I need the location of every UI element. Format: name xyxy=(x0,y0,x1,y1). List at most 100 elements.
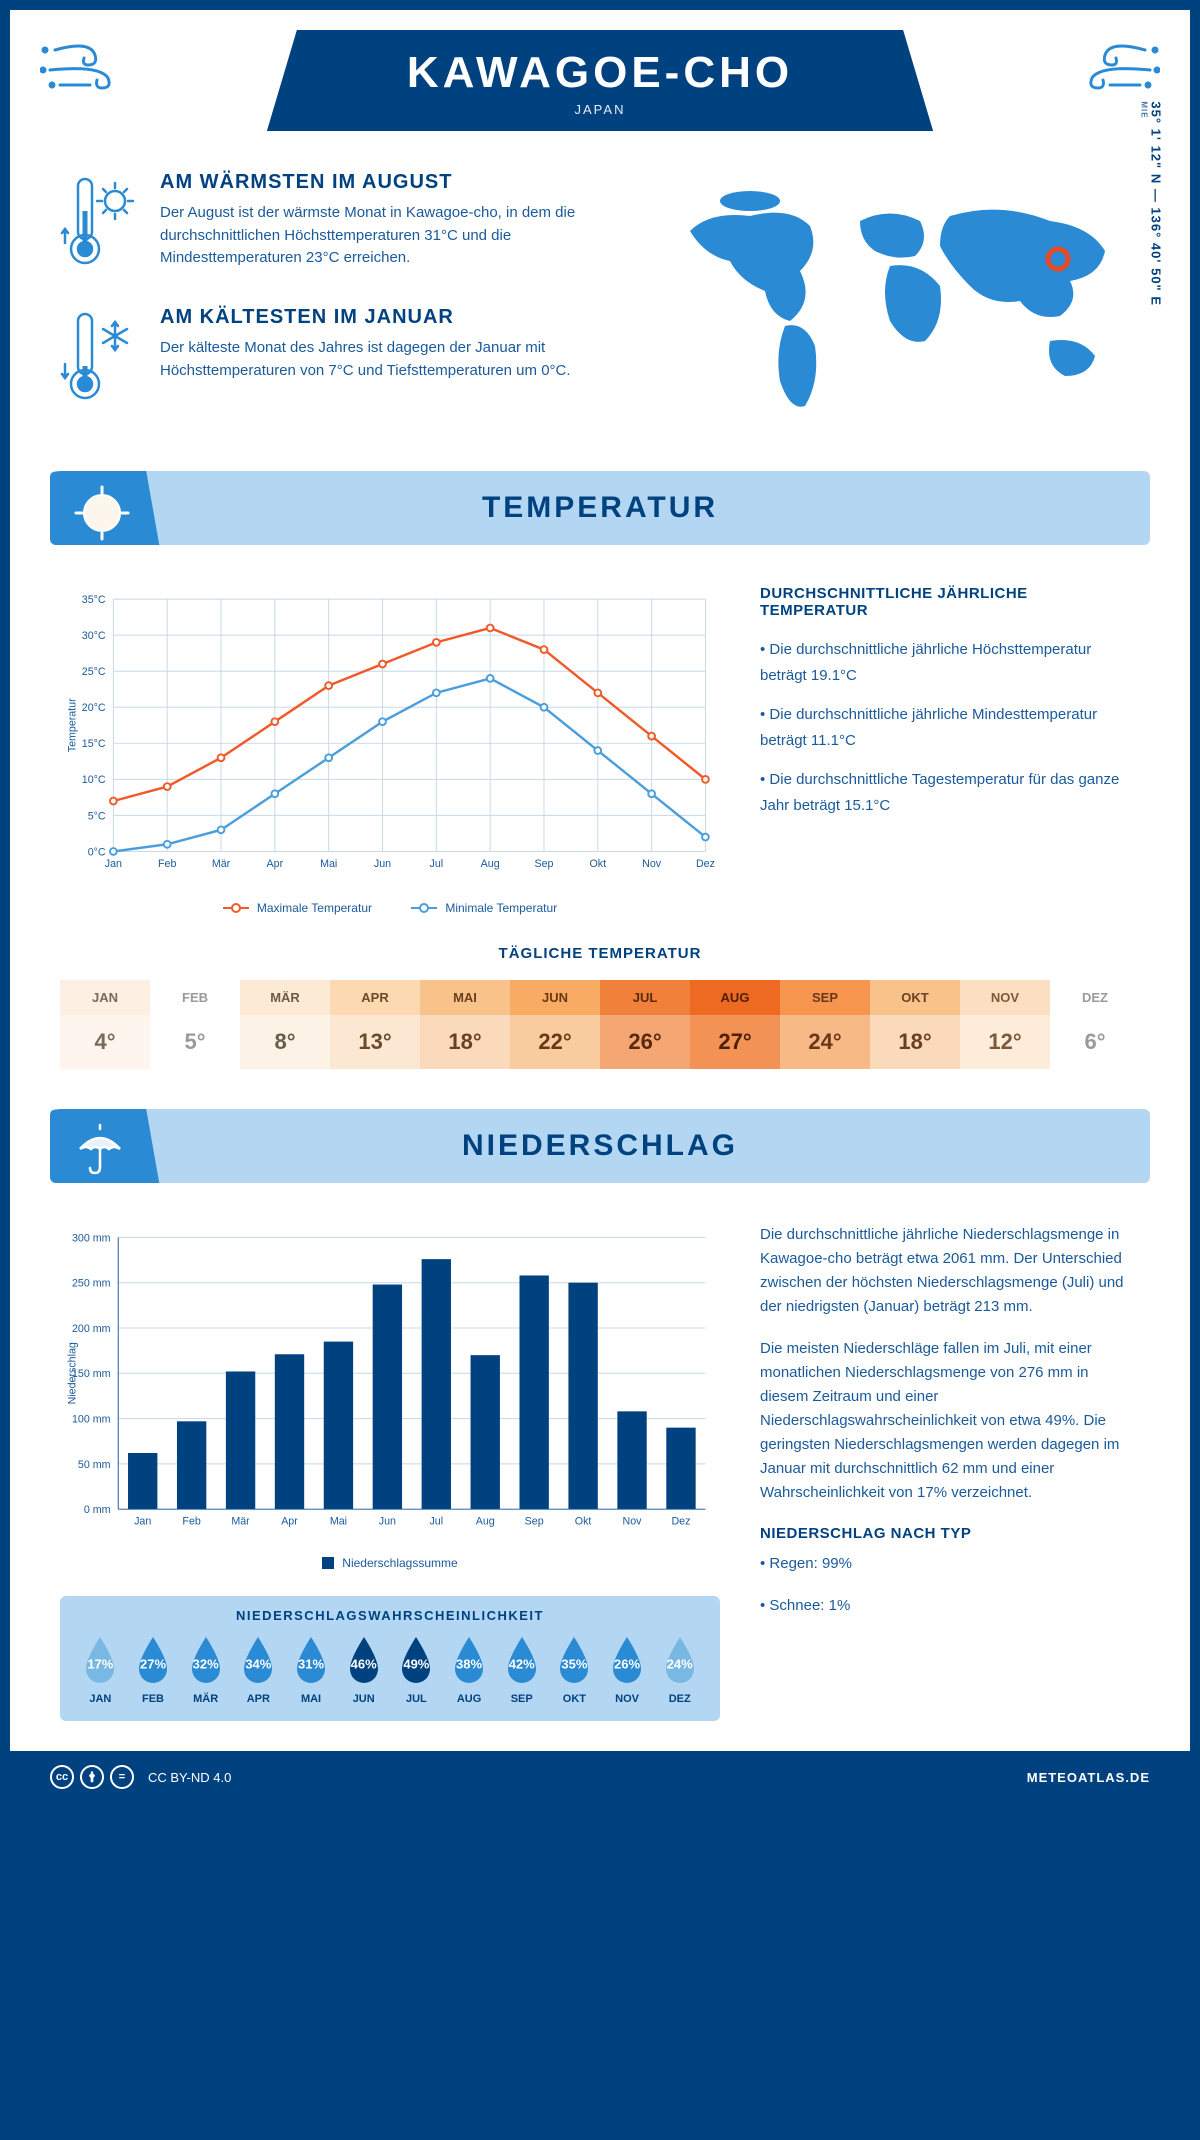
umbrella-icon xyxy=(72,1121,128,1182)
svg-text:Jul: Jul xyxy=(429,1516,443,1528)
prob-cell: 26% NOV xyxy=(603,1635,652,1705)
table-cell: 18° xyxy=(870,1015,960,1069)
prob-cell: 38% AUG xyxy=(445,1635,494,1705)
temp-bullet: • Die durchschnittliche jährliche Höchst… xyxy=(760,637,1140,688)
temp-bullet: • Die durchschnittliche Tagestemperatur … xyxy=(760,767,1140,818)
svg-text:5°C: 5°C xyxy=(88,810,106,822)
prob-cell: 27% FEB xyxy=(129,1635,178,1705)
svg-text:Sep: Sep xyxy=(525,1516,544,1528)
svg-text:Mär: Mär xyxy=(212,858,231,870)
precip-type-title: NIEDERSCHLAG NACH TYP xyxy=(760,1525,1140,1542)
prob-cell: 32% MÄR xyxy=(181,1635,230,1705)
drop-icon: 32% xyxy=(185,1635,227,1687)
sun-icon xyxy=(72,483,132,545)
drop-icon: 17% xyxy=(79,1635,121,1687)
temp-chart: 0°C5°C10°C15°C20°C25°C30°C35°CJanFebMärA… xyxy=(60,585,720,915)
wind-icon xyxy=(1060,30,1160,105)
svg-text:Aug: Aug xyxy=(481,858,500,870)
table-cell: 24° xyxy=(780,1015,870,1069)
drop-icon: 49% xyxy=(395,1635,437,1687)
header: KAWAGOE-CHO JAPAN xyxy=(10,10,1190,161)
city-name: KAWAGOE-CHO xyxy=(407,48,793,98)
svg-text:Jan: Jan xyxy=(134,1516,151,1528)
table-cell: 5° xyxy=(150,1015,240,1069)
drop-icon: 26% xyxy=(606,1635,648,1687)
table-header: MÄR xyxy=(240,980,330,1015)
svg-text:Sep: Sep xyxy=(534,858,553,870)
table-cell: 27° xyxy=(690,1015,780,1069)
svg-text:20°C: 20°C xyxy=(82,702,106,714)
license: cc 🛉 = CC BY-ND 4.0 xyxy=(50,1765,231,1789)
prob-title: NIEDERSCHLAGSWAHRSCHEINLICHKEIT xyxy=(76,1608,704,1623)
temp-summary-title: DURCHSCHNITTLICHE JÄHRLICHE TEMPERATUR xyxy=(760,585,1140,619)
table-cell: 26° xyxy=(600,1015,690,1069)
drop-icon: 35% xyxy=(553,1635,595,1687)
svg-text:Niederschlag: Niederschlag xyxy=(67,1342,79,1404)
prob-cell: 17% JAN xyxy=(76,1635,125,1705)
brand: METEOATLAS.DE xyxy=(1027,1770,1150,1785)
temp-summary: DURCHSCHNITTLICHE JÄHRLICHE TEMPERATUR •… xyxy=(760,585,1140,915)
prob-cell: 49% JUL xyxy=(392,1635,441,1705)
precip-summary: Die durchschnittliche jährliche Niedersc… xyxy=(760,1223,1140,1721)
svg-text:Mai: Mai xyxy=(320,858,337,870)
table-cell: 8° xyxy=(240,1015,330,1069)
section-title: NIEDERSCHLAG xyxy=(50,1129,1150,1163)
prob-cell: 46% JUN xyxy=(339,1635,388,1705)
page: KAWAGOE-CHO JAPAN AM WÄRMSTEN IM AUGUST … xyxy=(0,0,1200,1813)
thermometer-cold-icon xyxy=(60,306,140,411)
niederschlag-banner: NIEDERSCHLAG xyxy=(50,1109,1150,1183)
svg-text:Mär: Mär xyxy=(231,1516,250,1528)
precip-para: Die meisten Niederschläge fallen im Juli… xyxy=(760,1337,1140,1505)
prob-cell: 24% DEZ xyxy=(655,1635,704,1705)
svg-text:Okt: Okt xyxy=(575,1516,592,1528)
footer: cc 🛉 = CC BY-ND 4.0 METEOATLAS.DE xyxy=(10,1751,1190,1803)
table-header: FEB xyxy=(150,980,240,1015)
prob-cell: 35% OKT xyxy=(550,1635,599,1705)
svg-text:15°C: 15°C xyxy=(82,738,106,750)
coldest-text: Der kälteste Monat des Jahres ist dagege… xyxy=(160,337,620,382)
prob-cell: 31% MAI xyxy=(287,1635,336,1705)
coldest-fact: AM KÄLTESTEN IM JANUAR Der kälteste Mona… xyxy=(60,306,620,411)
drop-icon: 42% xyxy=(501,1635,543,1687)
table-header: JUN xyxy=(510,980,600,1015)
svg-text:0 mm: 0 mm xyxy=(84,1504,111,1516)
precip-chart: 0 mm50 mm100 mm150 mm200 mm250 mm300 mmJ… xyxy=(60,1223,720,1572)
precip-probability: NIEDERSCHLAGSWAHRSCHEINLICHKEIT 17% JAN … xyxy=(60,1596,720,1721)
prob-cell: 34% APR xyxy=(234,1635,283,1705)
svg-text:100 mm: 100 mm xyxy=(72,1413,111,1425)
table-cell: 4° xyxy=(60,1015,150,1069)
cc-icon: cc xyxy=(50,1765,74,1789)
prob-cell: 42% SEP xyxy=(497,1635,546,1705)
svg-text:Dez: Dez xyxy=(671,1516,690,1528)
svg-text:Apr: Apr xyxy=(281,1516,298,1528)
svg-text:200 mm: 200 mm xyxy=(72,1323,111,1335)
table-cell: 13° xyxy=(330,1015,420,1069)
by-icon: 🛉 xyxy=(80,1765,104,1789)
svg-text:50 mm: 50 mm xyxy=(78,1459,111,1471)
thermometer-hot-icon xyxy=(60,171,140,276)
table-cell: 22° xyxy=(510,1015,600,1069)
coordinates: 35° 1' 12" N — 136° 40' 50" E MIE xyxy=(1140,101,1164,306)
country-name: JAPAN xyxy=(407,102,793,117)
svg-text:35°C: 35°C xyxy=(82,594,106,606)
drop-icon: 46% xyxy=(343,1635,385,1687)
svg-text:Feb: Feb xyxy=(158,858,176,870)
svg-text:Dez: Dez xyxy=(696,858,715,870)
svg-text:10°C: 10°C xyxy=(82,774,106,786)
table-cell: 12° xyxy=(960,1015,1050,1069)
svg-text:Apr: Apr xyxy=(267,858,284,870)
world-map-box: 35° 1' 12" N — 136° 40' 50" E MIE xyxy=(660,171,1140,441)
svg-text:30°C: 30°C xyxy=(82,630,106,642)
svg-text:Nov: Nov xyxy=(623,1516,643,1528)
section-title: TEMPERATUR xyxy=(50,491,1150,525)
precip-type: • Schnee: 1% xyxy=(760,1594,1140,1618)
table-header: JUL xyxy=(600,980,690,1015)
license-label: CC BY-ND 4.0 xyxy=(148,1770,231,1785)
drop-icon: 31% xyxy=(290,1635,332,1687)
world-map-icon xyxy=(660,171,1140,431)
svg-text:300 mm: 300 mm xyxy=(72,1232,111,1244)
svg-text:Mai: Mai xyxy=(330,1516,347,1528)
svg-text:Jun: Jun xyxy=(374,858,391,870)
table-header: SEP xyxy=(780,980,870,1015)
svg-text:250 mm: 250 mm xyxy=(72,1278,111,1290)
